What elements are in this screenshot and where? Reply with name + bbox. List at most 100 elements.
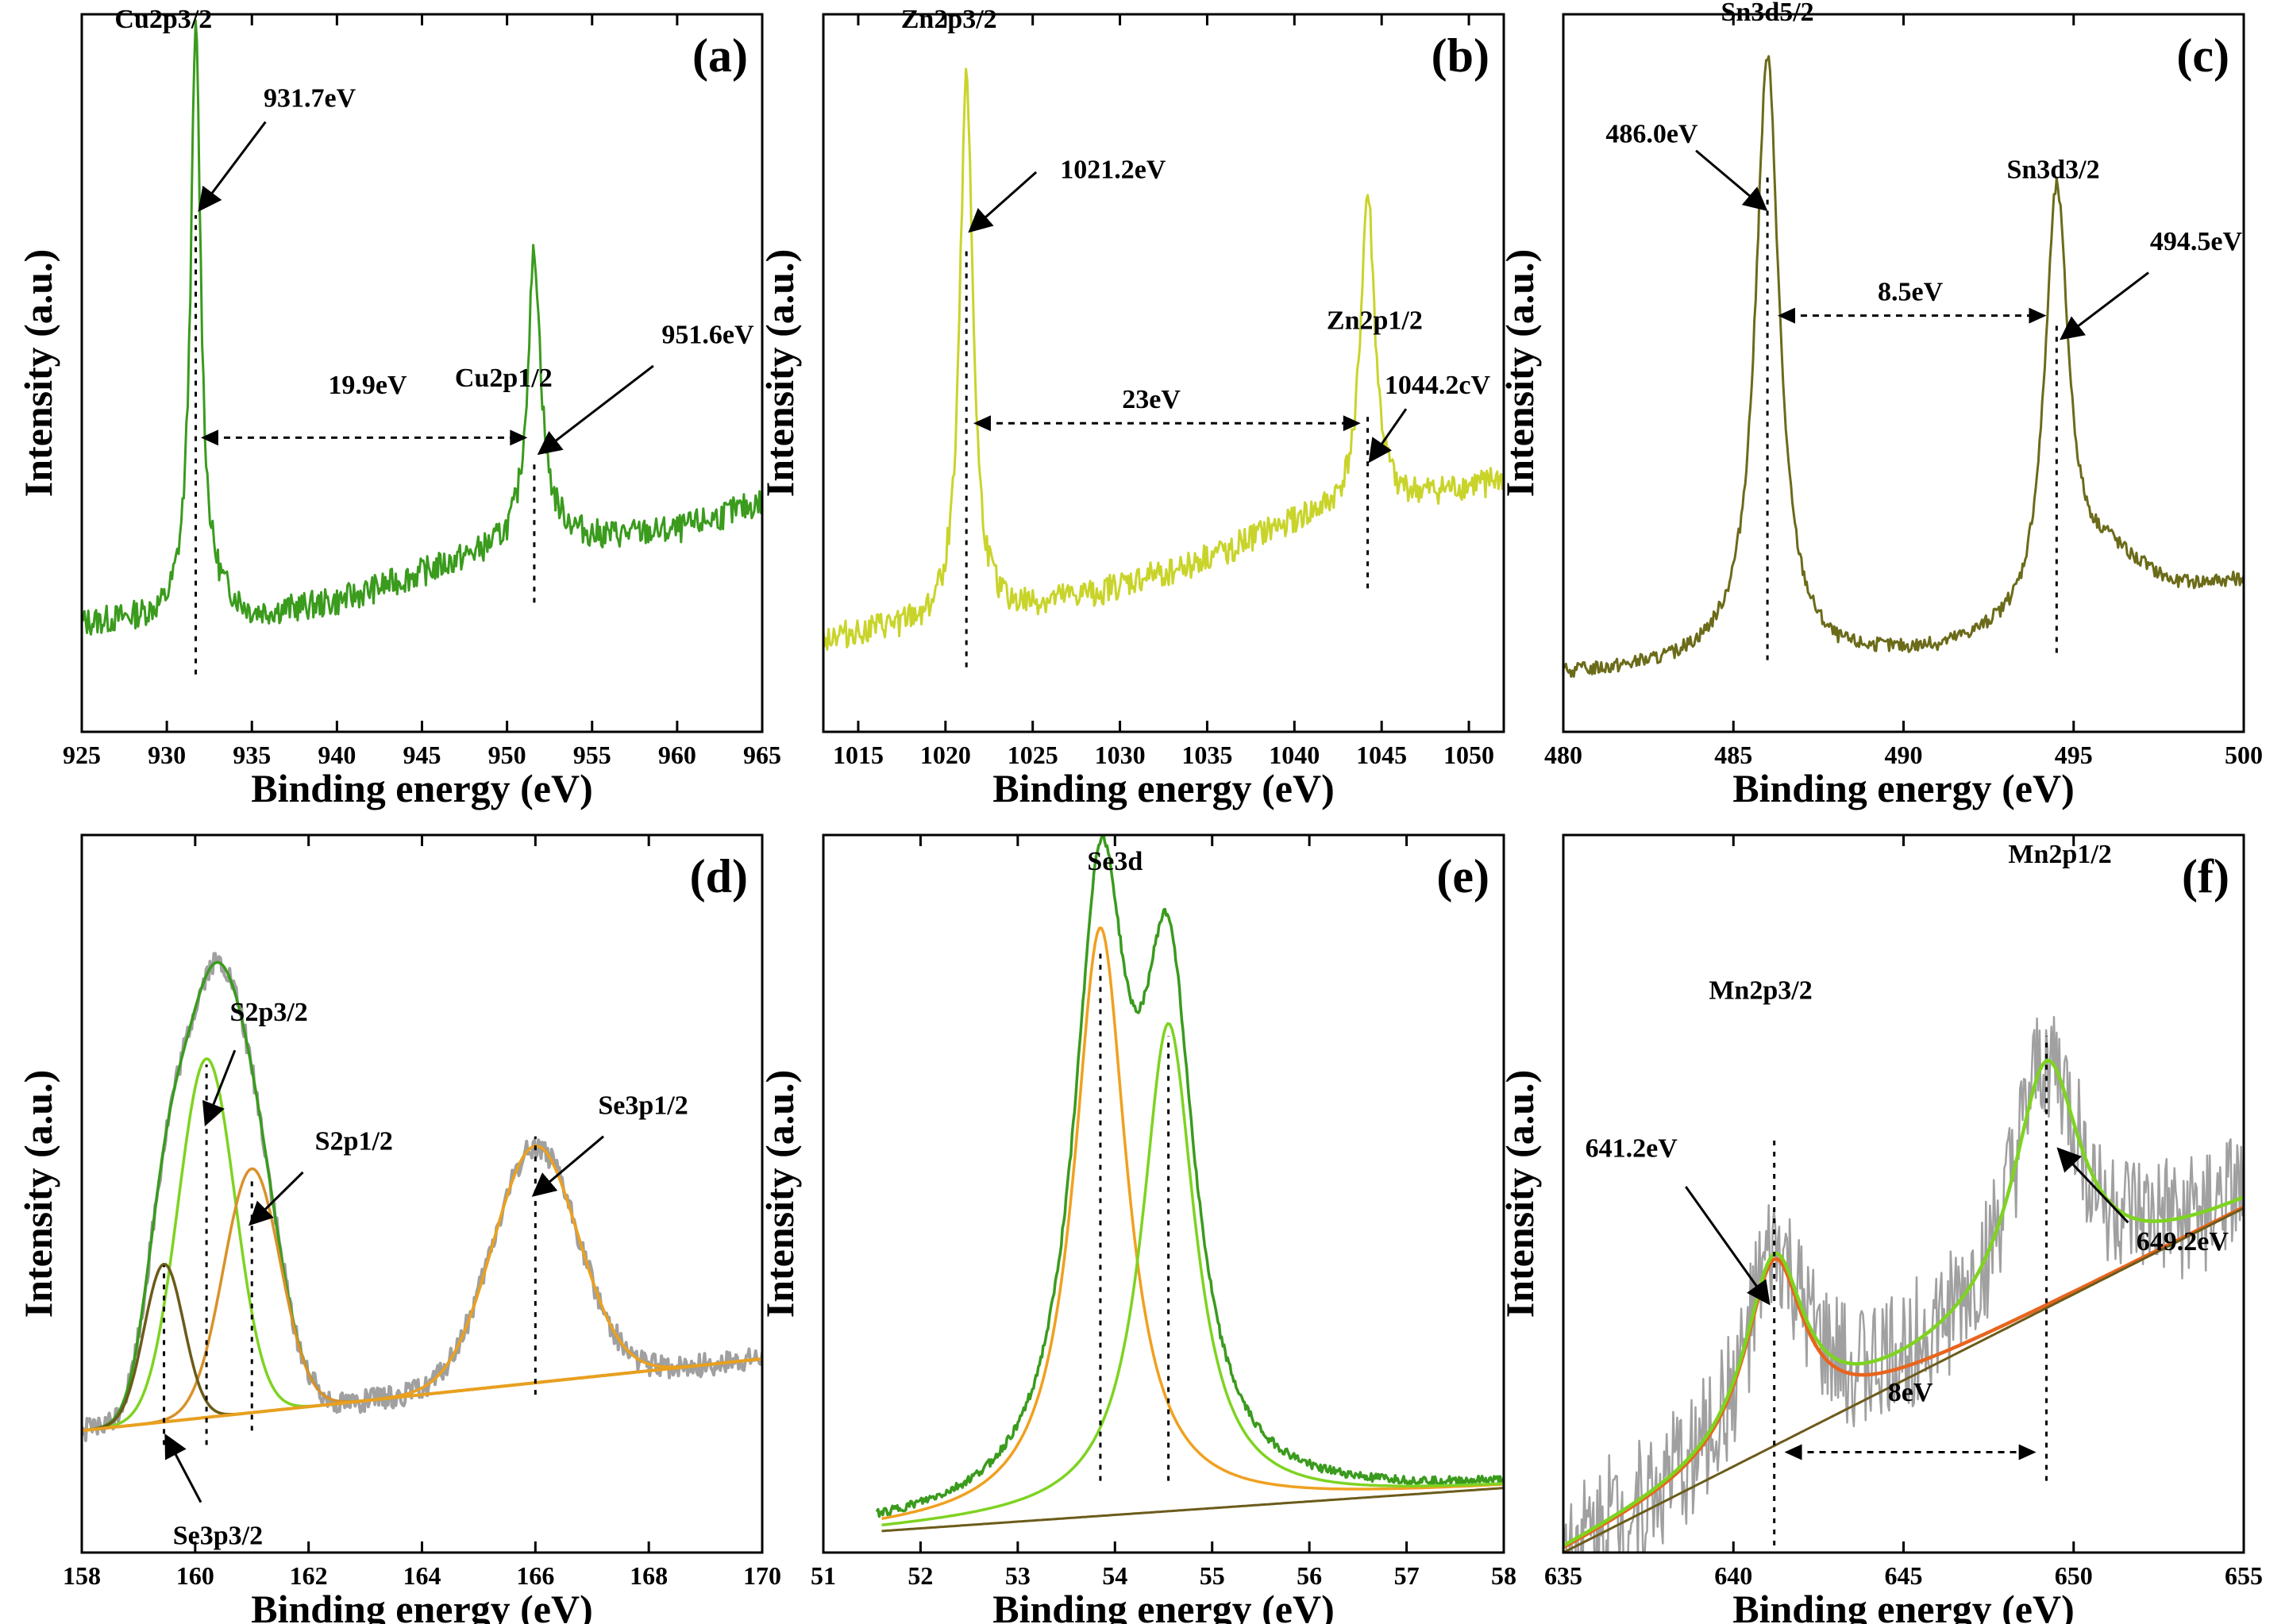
x-tick-label: 1040 [1269, 741, 1320, 769]
x-tick-label: 930 [148, 741, 186, 769]
series-raw [875, 835, 1504, 1518]
arrowhead-left [200, 429, 218, 446]
plot-frame [822, 13, 1505, 733]
x-tick-label: 158 [63, 1561, 101, 1590]
annotation-arrow [531, 1135, 605, 1197]
x-axis-title: Binding energy (eV) [992, 766, 1335, 810]
annotation-arrow [202, 1049, 237, 1127]
panel-label: (b) [1432, 29, 1489, 82]
peak-annotation: S2p3/2 [230, 998, 308, 1027]
x-axis-title: Binding energy (eV) [1732, 766, 2075, 810]
peak-annotation: Zn2p3/2 [901, 5, 997, 34]
annotation-arrow [968, 171, 1038, 233]
x-tick-label: 490 [1885, 741, 1923, 769]
panel-label: (f) [2182, 850, 2229, 902]
annotation-arrow [2060, 271, 2149, 341]
peak-annotation: 23eV [1122, 385, 1181, 414]
x-tick-label: 1035 [1181, 741, 1232, 769]
x-tick-label: 950 [488, 741, 526, 769]
x-tick-label: 635 [1544, 1561, 1582, 1590]
y-axis-title: Intensity (a.u.) [16, 1070, 60, 1318]
peak-annotation: Zn2p1/2 [1327, 306, 1423, 336]
x-axis-title: Binding energy (eV) [992, 1587, 1335, 1624]
panel-label: (a) [692, 29, 748, 82]
peak-annotation: 951.6eV [661, 321, 754, 350]
panel-d: S2p3/2 S2p1/2 Se3p1/2 Se3p3/2 158 160 162 164 16… [16, 833, 781, 1624]
series-raw [1563, 1015, 2244, 1553]
arrowhead-left [973, 415, 991, 432]
x-tick-label: 960 [658, 741, 696, 769]
peak-annotation: Mn2p1/2 [2008, 840, 2111, 869]
plot-frame [80, 13, 764, 733]
x-tick-label: 940 [318, 741, 356, 769]
plot-area-a [82, 19, 762, 636]
x-tick-label: 480 [1544, 741, 1582, 769]
y-axis-title: Intensity (a.u.) [16, 249, 60, 498]
panel-b: Zn2p3/2 1021.2eV Zn2p1/2 1044.2cV 23eV 1015 10… [757, 5, 1505, 810]
arrowhead-right [1343, 415, 1361, 432]
x-tick-label: 650 [2055, 1561, 2093, 1590]
x-tick-label: 485 [1714, 741, 1752, 769]
x-tick-label: 56 [1297, 1561, 1322, 1590]
annotation-arrow [248, 1171, 304, 1226]
series-raw [82, 952, 762, 1442]
peak-annotation: 649.2eV [2137, 1227, 2229, 1256]
y-axis-title: Intensity (a.u.) [757, 249, 802, 498]
peak-annotation: 1044.2cV [1385, 371, 1491, 400]
x-axis-title: Binding energy (eV) [251, 766, 593, 810]
x-tick-label: 170 [743, 1561, 781, 1590]
x-tick-label: 645 [1885, 1561, 1923, 1590]
x-tick-label: 164 [403, 1561, 441, 1590]
x-tick-label: 1020 [920, 741, 971, 769]
x-tick-label: 500 [2225, 741, 2263, 769]
peak-annotation: Cu2p1/2 [455, 364, 553, 393]
peak-annotation: 1021.2eV [1060, 156, 1166, 185]
x-tick-label: 51 [811, 1561, 836, 1590]
peak-annotation: 19.9eV [328, 371, 407, 400]
peak-annotation: Mn2p3/2 [1709, 976, 1812, 1006]
x-tick-label: 945 [403, 741, 441, 769]
plot-frame [80, 833, 764, 1554]
x-tick-label: 57 [1394, 1561, 1420, 1590]
x-axis-title: Binding energy (eV) [1732, 1587, 2075, 1624]
x-tick-label: 1025 [1008, 741, 1058, 769]
arrowhead-left [1777, 307, 1795, 324]
panel-label: (c) [2176, 29, 2229, 82]
x-tick-label: 1030 [1095, 741, 1146, 769]
x-tick-label: 160 [176, 1561, 214, 1590]
peak-annotation: Se3p3/2 [173, 1522, 263, 1551]
x-tick-label: 54 [1102, 1561, 1127, 1590]
peak-annotation: 931.7eV [264, 83, 356, 113]
annotation-arrow [1695, 149, 1768, 211]
plot-area-e [875, 835, 1504, 1533]
x-axis-title: Binding energy (eV) [251, 1587, 593, 1624]
series-Sn3d [1563, 55, 2244, 678]
plot-area-d [82, 952, 762, 1442]
peak-annotation: Se3p1/2 [598, 1091, 688, 1120]
x-tick-label: 935 [233, 741, 271, 769]
peak-annotation: 641.2eV [1586, 1134, 1678, 1164]
arrowhead-left [1784, 1444, 1802, 1460]
panel-f: Mn2p1/2 Mn2p3/2 641.2eV 649.2eV 8eV 635 640 645… [1497, 833, 2263, 1624]
y-axis-title: Intensity (a.u.) [757, 1070, 802, 1318]
plot-area-c [1563, 55, 2244, 678]
x-tick-label: 955 [573, 741, 611, 769]
panel-label: (d) [690, 850, 748, 902]
peak-annotation: S2p1/2 [315, 1127, 393, 1156]
x-tick-label: 162 [290, 1561, 328, 1590]
series-background [82, 1357, 762, 1433]
series-Se3d5-2 [881, 926, 1504, 1521]
annotation-arrow [198, 121, 267, 212]
plot-area-f [1563, 1015, 2244, 1553]
x-tick-label: 52 [908, 1561, 933, 1590]
x-tick-label: 1050 [1443, 741, 1494, 769]
annotation-arrow [2056, 1147, 2129, 1224]
annotation-arrow [1685, 1186, 1771, 1306]
arrowhead-right [510, 429, 528, 446]
panel-label: (e) [1436, 850, 1489, 902]
x-tick-label: 55 [1200, 1561, 1225, 1590]
series-Se3d3-2 [881, 1022, 1504, 1527]
plot-frame [822, 833, 1505, 1554]
peak-annotation: Se3d [1087, 847, 1143, 876]
